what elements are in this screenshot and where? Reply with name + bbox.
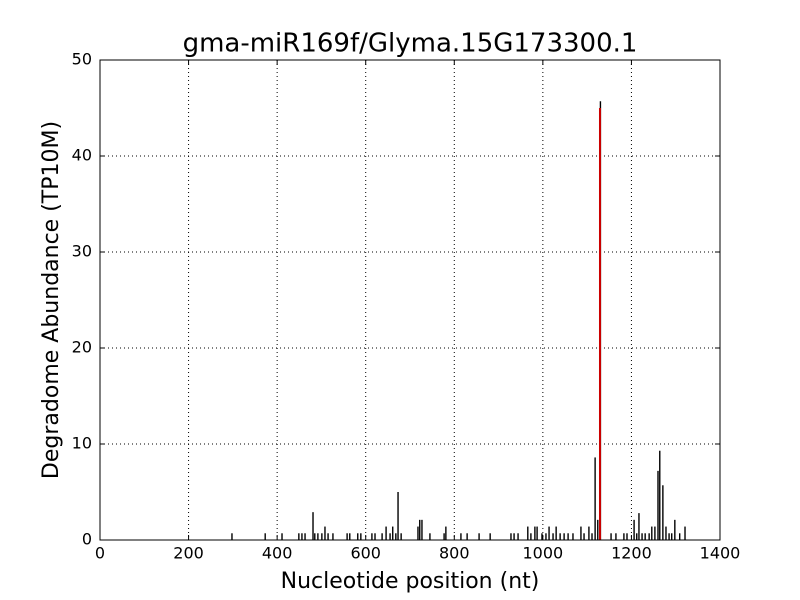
- x-tick-label: 200: [173, 544, 204, 563]
- x-tick-label: 400: [262, 544, 293, 563]
- plot-frame: [99, 59, 721, 541]
- y-tick-label: 30: [72, 242, 92, 261]
- x-tick-label: 600: [350, 544, 381, 563]
- x-tick-label: 800: [439, 544, 470, 563]
- y-tick-label: 50: [72, 50, 92, 69]
- x-tick-label: 0: [95, 544, 105, 563]
- y-tick-label: 10: [72, 434, 92, 453]
- y-axis-label: Degradome Abundance (TP10M): [39, 121, 64, 479]
- x-tick-label: 1200: [611, 544, 652, 563]
- chart-title: gma-miR169f/Glyma.15G173300.1: [183, 29, 638, 59]
- y-tick-label: 0: [82, 530, 92, 549]
- x-tick-label: 1000: [522, 544, 563, 563]
- x-axis-label: Nucleotide position (nt): [281, 569, 540, 594]
- x-tick-label: 1400: [700, 544, 741, 563]
- y-tick-label: 40: [72, 146, 92, 165]
- y-tick-label: 20: [72, 338, 92, 357]
